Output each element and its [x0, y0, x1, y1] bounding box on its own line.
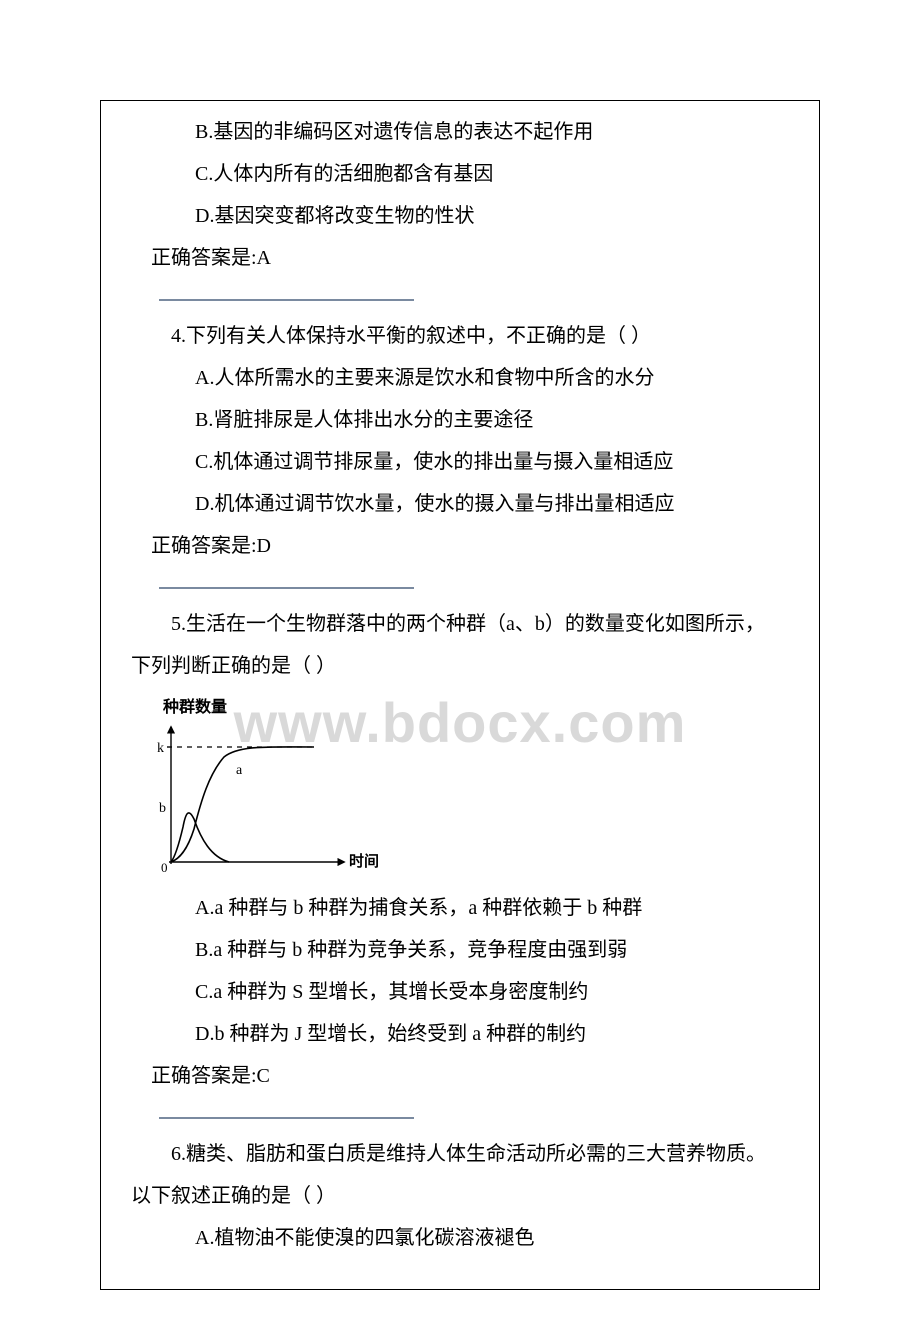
q4-option-d: D.机体通过调节饮水量，使水的摄入量与排出量相适应 [131, 483, 789, 525]
q5-option-c: C.a 种群为 S 型增长，其增长受本身密度制约 [131, 971, 789, 1013]
q4-option-c: C.机体通过调节排尿量，使水的排出量与摄入量相适应 [131, 441, 789, 483]
divider [159, 299, 414, 301]
svg-text:k: k [157, 741, 164, 756]
chart-y-label: 种群数量 [163, 693, 789, 717]
divider [159, 1117, 414, 1119]
svg-text:0: 0 [161, 860, 168, 874]
q5-chart: 种群数量 k b a 0 时间 [139, 693, 789, 879]
q5-stem-2: 下列判断正确的是（ ） [131, 645, 789, 687]
q5-option-a: A.a 种群与 b 种群为捕食关系，a 种群依赖于 b 种群 [131, 887, 789, 929]
q3-option-b: B.基因的非编码区对遗传信息的表达不起作用 [131, 111, 789, 153]
q3-option-d: D.基因突变都将改变生物的性状 [131, 195, 789, 237]
divider [159, 587, 414, 589]
q5-stem-1: 5.生活在一个生物群落中的两个种群（a、b）的数量变化如图所示， [131, 603, 789, 645]
q5-answer: 正确答案是:C [131, 1055, 789, 1097]
q6-option-a: A.植物油不能使溴的四氯化碳溶液褪色 [131, 1217, 789, 1259]
q4-stem: 4.下列有关人体保持水平衡的叙述中，不正确的是（ ） [131, 315, 789, 357]
q5-option-d: D.b 种群为 J 型增长，始终受到 a 种群的制约 [131, 1013, 789, 1055]
svg-text:b: b [159, 801, 166, 816]
page-content: B.基因的非编码区对遗传信息的表达不起作用 C.人体内所有的活细胞都含有基因 D… [131, 111, 789, 1259]
q3-answer: 正确答案是:A [131, 237, 789, 279]
svg-text:a: a [236, 763, 243, 778]
population-chart-svg: k b a 0 时间 [139, 719, 379, 874]
q5-option-b: B.a 种群与 b 种群为竞争关系，竞争程度由强到弱 [131, 929, 789, 971]
q6-stem-2: 以下叙述正确的是（ ） [131, 1175, 789, 1217]
q4-answer: 正确答案是:D [131, 525, 789, 567]
q3-option-c: C.人体内所有的活细胞都含有基因 [131, 153, 789, 195]
q4-option-a: A.人体所需水的主要来源是饮水和食物中所含的水分 [131, 357, 789, 399]
q4-option-b: B.肾脏排尿是人体排出水分的主要途径 [131, 399, 789, 441]
page-frame: B.基因的非编码区对遗传信息的表达不起作用 C.人体内所有的活细胞都含有基因 D… [100, 100, 820, 1290]
q6-stem-1: 6.糖类、脂肪和蛋白质是维持人体生命活动所必需的三大营养物质。 [131, 1133, 789, 1175]
svg-text:时间: 时间 [349, 852, 379, 870]
